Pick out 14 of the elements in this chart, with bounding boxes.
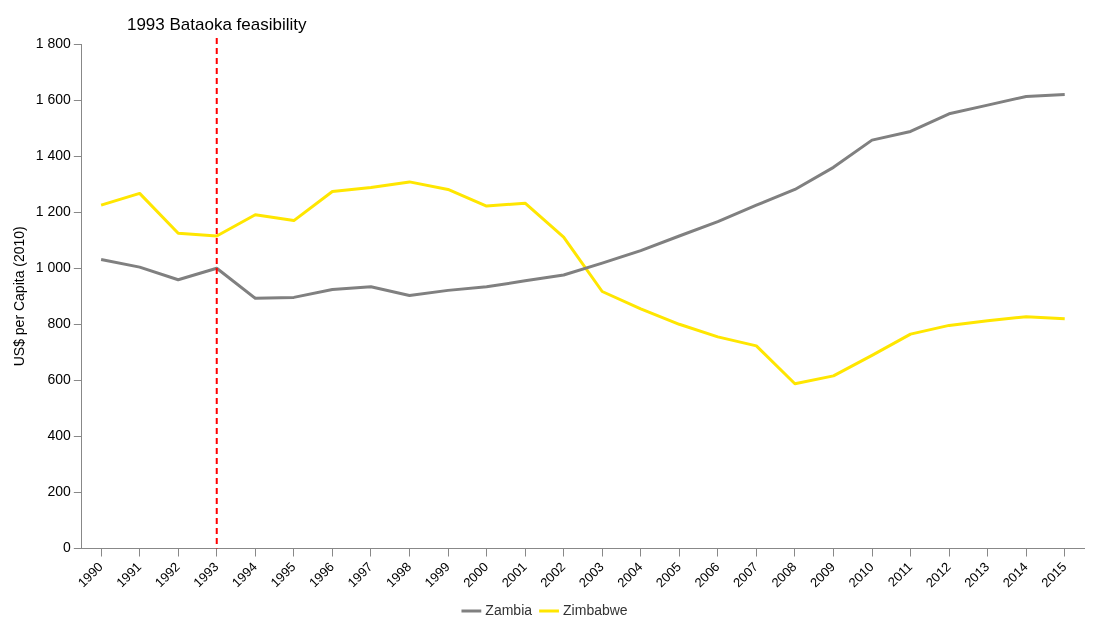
- ref-line-label: 1993 Bataoka feasibility: [126, 15, 308, 35]
- y-tick-label: 1 800: [35, 34, 72, 51]
- y-tick-label: 600: [47, 371, 72, 388]
- y-tick-label: 1 200: [35, 203, 72, 220]
- y-tick-label: 400: [47, 427, 72, 444]
- legend-label: Zimbabwe: [563, 601, 628, 618]
- y-tick-label: 1 400: [35, 146, 72, 163]
- y-tick-label: 1 600: [35, 90, 72, 107]
- y-tick-label: 0: [63, 539, 72, 556]
- legend-label: Zambia: [485, 601, 533, 618]
- y-tick-label: 200: [47, 483, 72, 500]
- y-axis-title: US$ per Capita (2010): [11, 226, 28, 367]
- y-tick-label: 800: [47, 315, 72, 332]
- y-tick-label: 1 000: [35, 259, 72, 276]
